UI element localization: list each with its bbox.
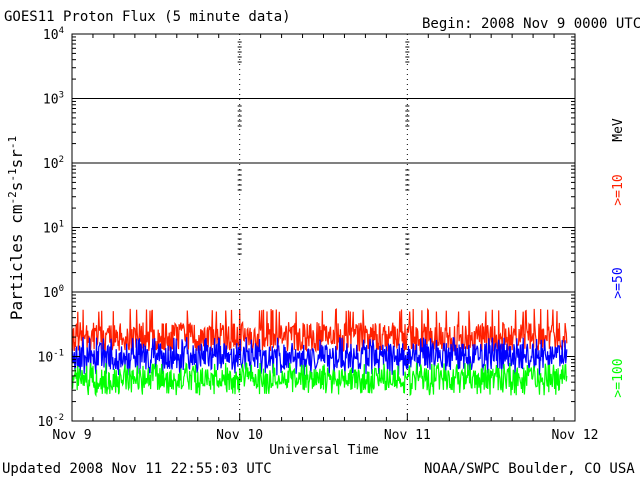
x-tick-label: Nov 10 [216, 428, 263, 443]
legend-ge50: >=50 [611, 267, 626, 298]
y-tick-exp: -1 [53, 349, 64, 359]
y-axis-label: Particles cm-2s-1sr-1 [6, 136, 26, 320]
y-axis-label-base: Particles cm [7, 205, 26, 321]
updated-time: Updated 2008 Nov 11 22:55:03 UTC [2, 461, 272, 477]
y-axis-label-mid1: s [7, 182, 26, 192]
y-tick-label: 104 [43, 26, 64, 43]
y-tick-exp: 2 [59, 155, 64, 165]
y-tick-label: 10-2 [38, 413, 65, 430]
chart-title: GOES11 Proton Flux (5 minute data) [4, 9, 291, 25]
x-tick-label: Nov 9 [52, 428, 91, 443]
y-tick-label: 10-1 [38, 349, 65, 366]
y-tick-exp: 3 [59, 91, 64, 101]
y-tick-label: 103 [43, 91, 64, 108]
y-tick-base: 10 [43, 28, 59, 43]
y-tick-base: 10 [38, 415, 54, 430]
legend-ge10: >=10 [611, 174, 626, 205]
y-tick-exp: -2 [53, 413, 64, 423]
y-tick-exp: 4 [59, 26, 64, 36]
source-credit: NOAA/SWPC Boulder, CO USA [424, 461, 635, 477]
y-tick-base: 10 [43, 157, 59, 172]
y-tick-base: 10 [43, 93, 59, 108]
legend-ge100: >=100 [611, 358, 626, 397]
x-tick-label: Nov 11 [384, 428, 431, 443]
y-tick-exp: 0 [59, 284, 64, 294]
y-axis-label-sup3: -1 [6, 136, 19, 149]
y-tick-base: 10 [43, 286, 59, 301]
legend-unit: MeV [611, 118, 626, 142]
x-axis-label: Universal Time [269, 443, 379, 458]
y-tick-base: 10 [43, 222, 59, 237]
y-tick-label: 102 [43, 155, 64, 172]
y-tick-base: 10 [38, 351, 54, 366]
x-tick-label: Nov 12 [552, 428, 599, 443]
y-axis-label-mid2: sr [7, 149, 26, 169]
series-line-50 [71, 336, 568, 376]
begin-time: Begin: 2008 Nov 9 0000 UTC [422, 16, 640, 32]
y-tick-label: 101 [43, 220, 64, 237]
y-axis-label-sup2: -1 [6, 168, 19, 181]
y-tick-label: 100 [43, 284, 64, 301]
y-tick-exp: 1 [59, 220, 64, 230]
series-line-100 [71, 361, 568, 398]
y-axis-label-sup1: -2 [6, 191, 19, 204]
